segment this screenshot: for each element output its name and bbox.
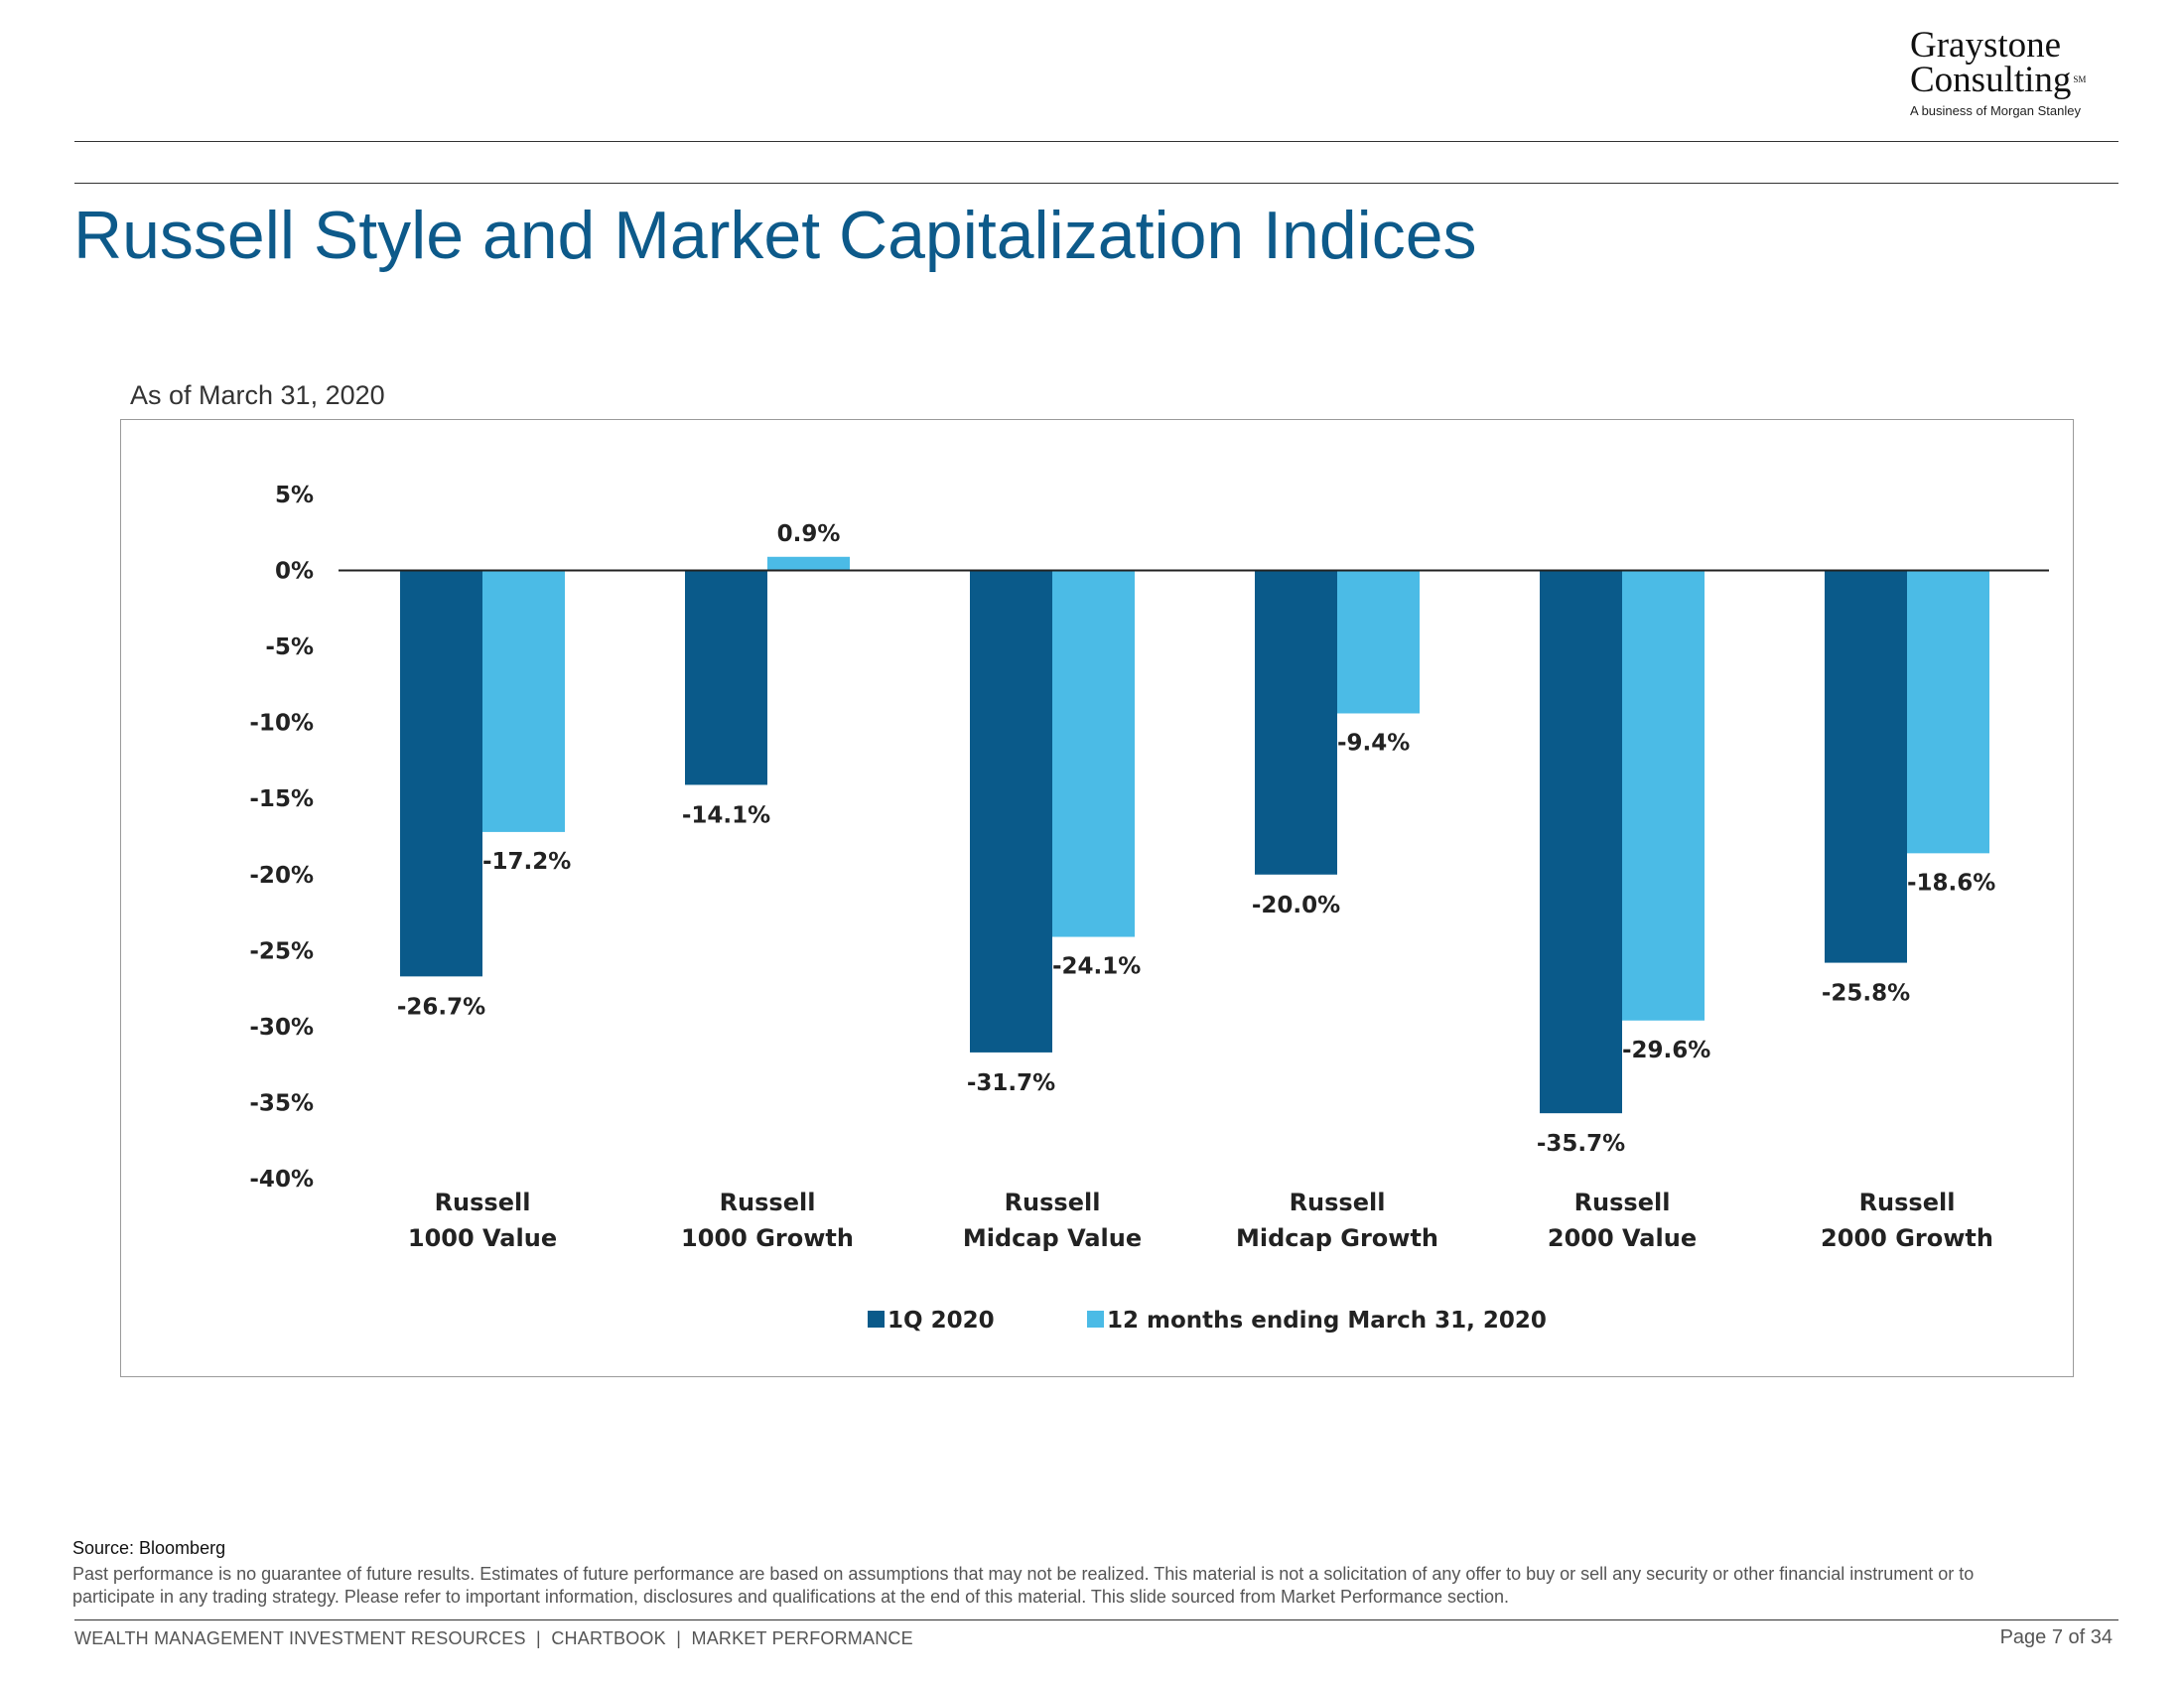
bar-12-months <box>1337 570 1420 714</box>
bar-12-months <box>482 570 565 832</box>
legend-label: 12 months ending March 31, 2020 <box>1107 1308 1547 1334</box>
logo-service-mark: SM <box>2073 74 2087 84</box>
y-tick-label: -30% <box>249 1015 314 1041</box>
y-tick-label: 5% <box>275 483 314 508</box>
category-label: 1000 Value <box>408 1224 557 1252</box>
y-tick-label: -25% <box>249 938 314 964</box>
data-label: -31.7% <box>967 1070 1055 1096</box>
category-label: Russell <box>1859 1189 1956 1216</box>
bar-1q-2020 <box>970 570 1052 1053</box>
data-label: -18.6% <box>1907 870 1995 896</box>
data-label: -25.8% <box>1822 981 1910 1007</box>
y-tick-label: -10% <box>249 711 314 737</box>
y-tick-label: -15% <box>249 786 314 812</box>
logo-line-1: Graystone <box>1910 25 2062 66</box>
bar-1q-2020 <box>1540 570 1622 1114</box>
data-label: -26.7% <box>397 994 485 1020</box>
category-label: Russell <box>435 1189 531 1216</box>
bar-1q-2020 <box>1255 570 1337 875</box>
category-label: 2000 Growth <box>1821 1224 1993 1252</box>
category-label: 2000 Value <box>1548 1224 1697 1252</box>
data-label: -24.1% <box>1052 954 1141 980</box>
category-label: Russell <box>1005 1189 1101 1216</box>
y-tick-label: -35% <box>249 1090 314 1116</box>
category-label: Russell <box>1290 1189 1386 1216</box>
logo-tagline: A business of Morgan Stanley <box>1910 103 2081 118</box>
bar-chart: 5% 0% -5% -10% -15% -20% -25% -30% -35% -40% -26.7… <box>249 483 2049 1334</box>
bar-1q-2020 <box>1825 570 1907 963</box>
page-number: Page 7 of 34 <box>1999 1626 2113 1648</box>
footer-section-path: WEALTH MANAGEMENT INVESTMENT RESOURCES |… <box>74 1628 913 1648</box>
header-rule-top <box>74 141 2118 142</box>
bar-1q-2020 <box>400 570 482 977</box>
page-title: Russell Style and Market Capitalization … <box>73 198 1477 273</box>
data-label: -20.0% <box>1252 893 1340 918</box>
data-label: -17.2% <box>482 849 571 875</box>
footer-disclaimer: Past performance is no guarantee of futu… <box>72 1564 1975 1607</box>
category-label: Midcap Growth <box>1236 1224 1438 1252</box>
header-rule-bottom <box>74 183 2118 184</box>
bar-12-months <box>767 556 850 571</box>
y-tick-label: -40% <box>249 1167 314 1193</box>
data-label: -9.4% <box>1337 730 1410 756</box>
logo-line-2: Consulting SM <box>1910 60 2118 100</box>
legend-swatch <box>1087 1311 1104 1328</box>
data-label: 0.9% <box>777 521 841 547</box>
data-label: -14.1% <box>682 802 770 828</box>
category-label: Midcap Value <box>963 1224 1142 1252</box>
y-tick-label: 0% <box>275 559 314 585</box>
bar-12-months <box>1052 570 1135 937</box>
bar-1q-2020 <box>685 570 767 785</box>
graystone-logo: Graystone Consulting SM A business of Mor… <box>1910 25 2118 118</box>
chart-frame: 5% 0% -5% -10% -15% -20% -25% -30% -35% -40% -26.7… <box>120 419 2074 1377</box>
category-label: 1000 Growth <box>681 1224 854 1252</box>
data-label: -29.6% <box>1622 1038 1710 1063</box>
y-tick-label: -5% <box>265 634 314 660</box>
as-of-date: As of March 31, 2020 <box>130 380 385 410</box>
y-tick-label: -20% <box>249 863 314 889</box>
footer-source: Source: Bloomberg <box>72 1538 226 1558</box>
category-label: Russell <box>720 1189 816 1216</box>
data-label: -35.7% <box>1537 1131 1625 1157</box>
legend-label: 1Q 2020 <box>887 1308 995 1334</box>
bar-12-months <box>1622 570 1705 1021</box>
logo-line-2-text: Consulting <box>1910 60 2072 100</box>
footer-rule <box>74 1619 2118 1620</box>
bar-12-months <box>1907 570 1989 854</box>
category-label: Russell <box>1574 1189 1671 1216</box>
legend-swatch <box>868 1311 885 1328</box>
